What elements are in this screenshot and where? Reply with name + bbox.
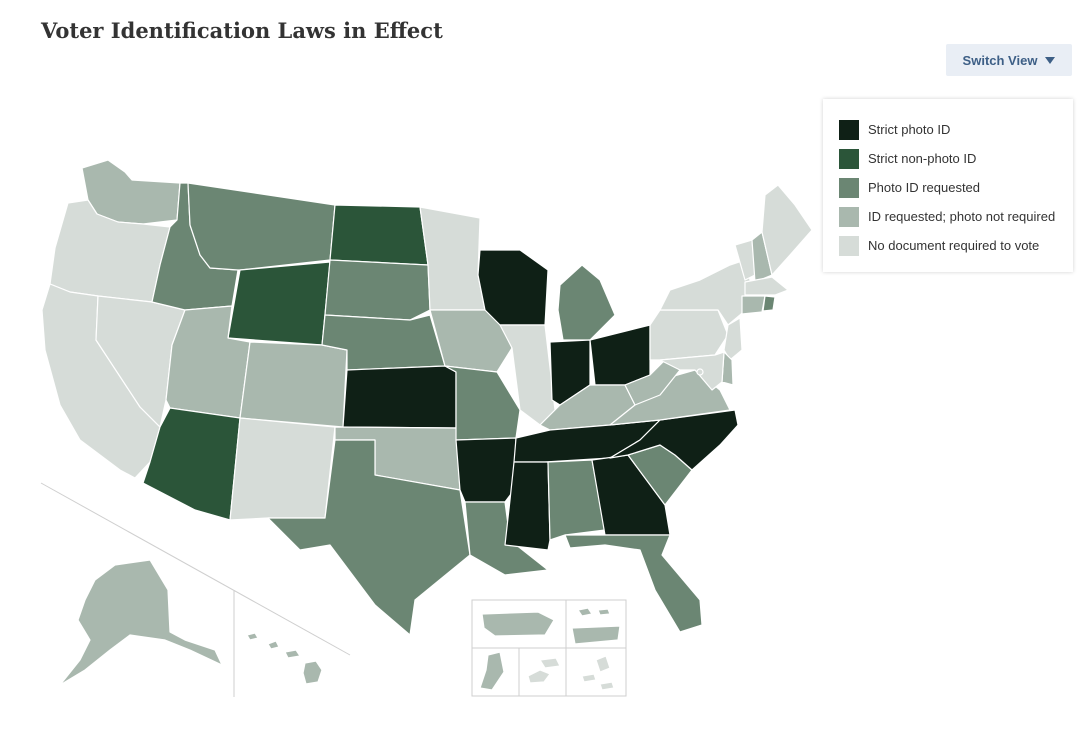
- page-title: Voter Identification Laws in Effect: [41, 18, 443, 43]
- state-md[interactable]: [659, 351, 725, 391]
- legend-label: Strict non-photo ID: [868, 151, 977, 166]
- state-mo[interactable]: [444, 365, 521, 441]
- legend-item-id-requested[interactable]: ID requested; photo not required: [823, 202, 1073, 231]
- state-ks[interactable]: [342, 365, 457, 429]
- switch-view-label: Switch View: [962, 52, 1038, 68]
- territory-pr[interactable]: [481, 611, 555, 637]
- legend-swatch: [839, 148, 859, 169]
- alaska-hawaii-insets: [59, 559, 323, 686]
- legend-item-strict-photo[interactable]: Strict photo ID: [823, 115, 1073, 144]
- legend-swatch: [839, 119, 859, 140]
- state-fl[interactable]: [564, 534, 703, 633]
- state-nm[interactable]: [229, 417, 336, 521]
- state-mt[interactable]: [187, 182, 336, 271]
- state-ar[interactable]: [455, 437, 517, 503]
- state-ct[interactable]: [741, 295, 766, 315]
- legend-label: Strict photo ID: [868, 122, 951, 137]
- inset-dividers: [40, 482, 627, 697]
- territory-mp[interactable]: [581, 655, 615, 691]
- state-ma[interactable]: [744, 276, 789, 296]
- territory-as[interactable]: [527, 657, 561, 684]
- state-hi[interactable]: [246, 632, 323, 685]
- state-wy[interactable]: [227, 261, 331, 346]
- state-sd[interactable]: [324, 259, 431, 321]
- state-ak[interactable]: [59, 559, 223, 686]
- state-ri[interactable]: [762, 295, 776, 312]
- state-mi[interactable]: [557, 264, 616, 341]
- territory-gu[interactable]: [479, 651, 505, 691]
- legend-swatch: [839, 177, 859, 198]
- state-me[interactable]: [761, 184, 813, 276]
- switch-view-button[interactable]: Switch View: [946, 44, 1072, 76]
- state-pa[interactable]: [649, 309, 729, 361]
- territory-vi[interactable]: [571, 607, 621, 645]
- state-al[interactable]: [547, 459, 606, 541]
- legend-item-photo-requested[interactable]: Photo ID requested: [823, 173, 1073, 202]
- caret-down-icon: [1045, 56, 1056, 64]
- state-nd[interactable]: [329, 204, 429, 266]
- legend-item-no-document[interactable]: No document required to vote: [823, 231, 1073, 260]
- legend: Strict photo ID Strict non-photo ID Phot…: [823, 99, 1073, 272]
- legend-label: No document required to vote: [868, 238, 1040, 253]
- us-map: [40, 159, 813, 697]
- state-ny[interactable]: [659, 259, 756, 326]
- legend-label: ID requested; photo not required: [868, 209, 1056, 224]
- state-co[interactable]: [239, 341, 348, 428]
- state-tx[interactable]: [267, 439, 471, 636]
- state-wi[interactable]: [477, 249, 549, 326]
- state-oh[interactable]: [589, 324, 651, 386]
- territories-insets: [479, 607, 621, 691]
- contiguous-states: [41, 159, 813, 636]
- legend-label: Photo ID requested: [868, 180, 981, 195]
- state-dc[interactable]: [696, 368, 704, 376]
- state-nj[interactable]: [723, 317, 743, 361]
- legend-swatch: [839, 206, 859, 227]
- state-nc[interactable]: [609, 409, 739, 471]
- legend-item-strict-non-photo[interactable]: Strict non-photo ID: [823, 144, 1073, 173]
- state-mn[interactable]: [419, 206, 486, 311]
- legend-swatch: [839, 235, 859, 256]
- inset-divider-line: [40, 482, 351, 656]
